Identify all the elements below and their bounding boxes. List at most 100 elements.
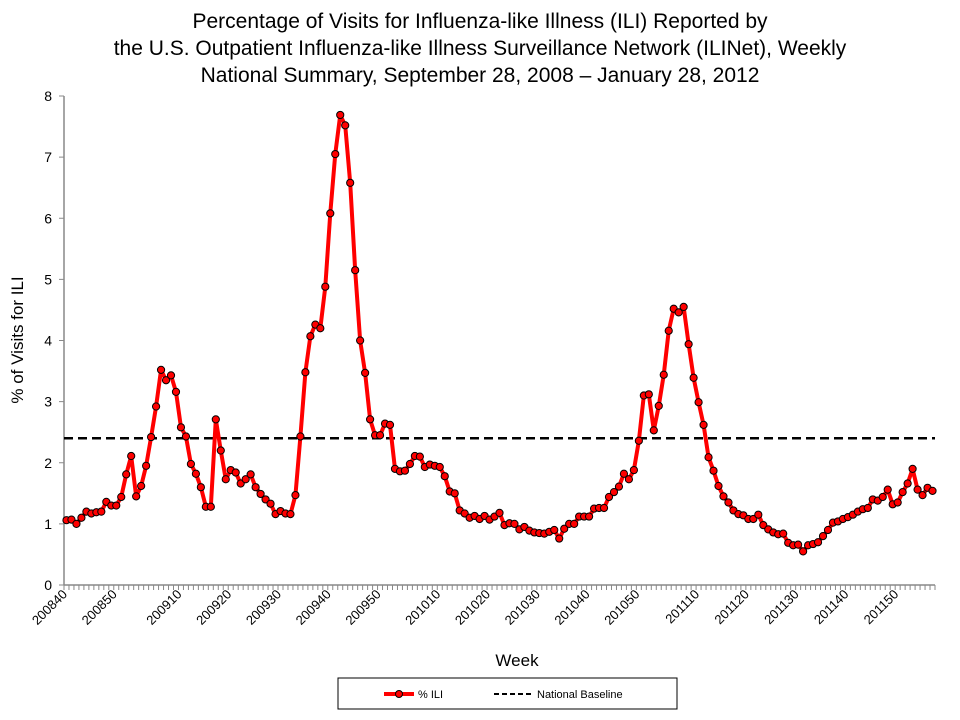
ili-data-point xyxy=(495,508,504,517)
ili-data-point xyxy=(674,308,683,317)
ili-data-point xyxy=(659,370,668,379)
ili-data-point xyxy=(679,302,688,311)
ili-data-point xyxy=(211,415,220,424)
ili-data-point xyxy=(654,401,663,411)
ili-data-point xyxy=(689,373,698,382)
ili-data-point xyxy=(231,468,240,477)
chart-title: Percentage of Visits for Influenza-like … xyxy=(0,8,960,89)
ili-data-point xyxy=(171,387,181,396)
ili-data-point xyxy=(794,540,803,549)
ili-data-point xyxy=(112,501,121,510)
ili-data-point xyxy=(246,470,255,479)
x-tick-label: 200950 xyxy=(342,587,383,628)
ili-data-point xyxy=(684,340,693,349)
ili-data-point xyxy=(72,519,81,528)
ili-data-point xyxy=(216,446,225,455)
x-tick-label: 200930 xyxy=(243,587,284,628)
y-tick-label: 5 xyxy=(44,271,52,287)
x-tick-label: 200920 xyxy=(193,587,234,628)
ili-data-point xyxy=(560,524,569,533)
ili-data-point xyxy=(644,390,653,399)
x-axis-label: Week xyxy=(495,651,539,670)
ili-data-point xyxy=(823,525,833,535)
ili-data-point xyxy=(550,525,559,535)
x-tick-label: 201140 xyxy=(811,587,852,628)
ili-data-point xyxy=(176,423,186,432)
ili-data-point xyxy=(510,519,519,528)
ili-data-point xyxy=(375,431,385,440)
ili-data-point xyxy=(440,472,449,481)
ili-data-point xyxy=(570,519,579,528)
ili-data-point xyxy=(719,492,728,501)
ili-data-point xyxy=(256,489,265,499)
ili-data-point xyxy=(266,499,275,508)
ili-data-point xyxy=(913,485,922,494)
ili-data-point xyxy=(908,464,917,473)
ili-data-point xyxy=(286,509,295,519)
ili-data-point xyxy=(127,451,136,461)
x-tick-label: 201020 xyxy=(452,587,493,628)
ili-data-point xyxy=(709,466,718,475)
ili-data-point xyxy=(97,507,106,516)
ili-data-point xyxy=(296,432,305,441)
ili-data-point xyxy=(664,326,673,335)
ili-data-point xyxy=(221,475,230,484)
ili-data-point xyxy=(321,282,330,291)
chart-title-line: National Summary, September 28, 2008 – J… xyxy=(200,64,760,87)
y-tick-label: 4 xyxy=(44,333,52,349)
y-tick-label: 0 xyxy=(44,577,52,593)
ili-data-point xyxy=(301,368,310,377)
ili-data-point xyxy=(137,481,146,491)
x-tick-label: 201110 xyxy=(662,587,702,627)
ili-data-point xyxy=(400,466,410,475)
ili-data-point xyxy=(346,178,355,187)
ili-data-point xyxy=(117,492,126,502)
legend-ili-label: % ILI xyxy=(418,689,443,701)
ili-data-point xyxy=(779,529,788,538)
ili-data-point xyxy=(405,459,415,469)
ili-data-point xyxy=(863,503,872,513)
ili-data-point xyxy=(77,513,86,522)
ili-data-point xyxy=(132,492,141,501)
ili-data-point xyxy=(624,475,634,484)
y-tick-label: 3 xyxy=(44,394,52,410)
x-tick-label: 200910 xyxy=(143,587,184,628)
ili-data-point xyxy=(166,371,176,380)
y-tick-label: 7 xyxy=(44,149,52,165)
ili-data-point xyxy=(918,491,927,500)
y-axis-label: % of Visits for ILI xyxy=(8,276,27,403)
ili-data-point xyxy=(754,510,763,519)
x-tick-label: 201040 xyxy=(551,587,592,628)
y-tick-label: 6 xyxy=(44,210,52,226)
ili-data-point xyxy=(694,398,703,407)
series-layer xyxy=(62,110,937,556)
ili-data-point xyxy=(704,453,713,462)
ili-data-point xyxy=(903,479,912,488)
ili-data-point xyxy=(151,402,161,411)
ili-data-point xyxy=(331,149,340,159)
ili-data-point xyxy=(584,512,594,521)
y-tick-label: 2 xyxy=(44,455,52,471)
ili-data-point xyxy=(614,482,624,491)
ili-data-point xyxy=(724,498,733,507)
ili-data-point xyxy=(813,538,823,547)
ili-data-point xyxy=(142,461,151,470)
ili-data-point xyxy=(206,502,215,511)
ili-data-point xyxy=(196,483,205,492)
ili-data-point xyxy=(928,486,937,495)
ili-data-point xyxy=(156,365,166,374)
ili-data-point xyxy=(883,485,892,494)
ili-data-point xyxy=(122,470,131,479)
ili-data-point xyxy=(341,121,350,130)
x-tick-label: 201010 xyxy=(402,587,443,628)
ili-data-point xyxy=(251,483,260,492)
ili-data-point xyxy=(649,426,658,435)
ili-data-point xyxy=(898,487,907,497)
legend-baseline-label: National Baseline xyxy=(537,689,623,701)
ili-data-point xyxy=(878,492,887,502)
ili-data-point xyxy=(799,547,808,556)
ili-data-point xyxy=(291,491,300,500)
ili-data-point xyxy=(186,459,196,469)
ili-data-point xyxy=(326,209,335,218)
